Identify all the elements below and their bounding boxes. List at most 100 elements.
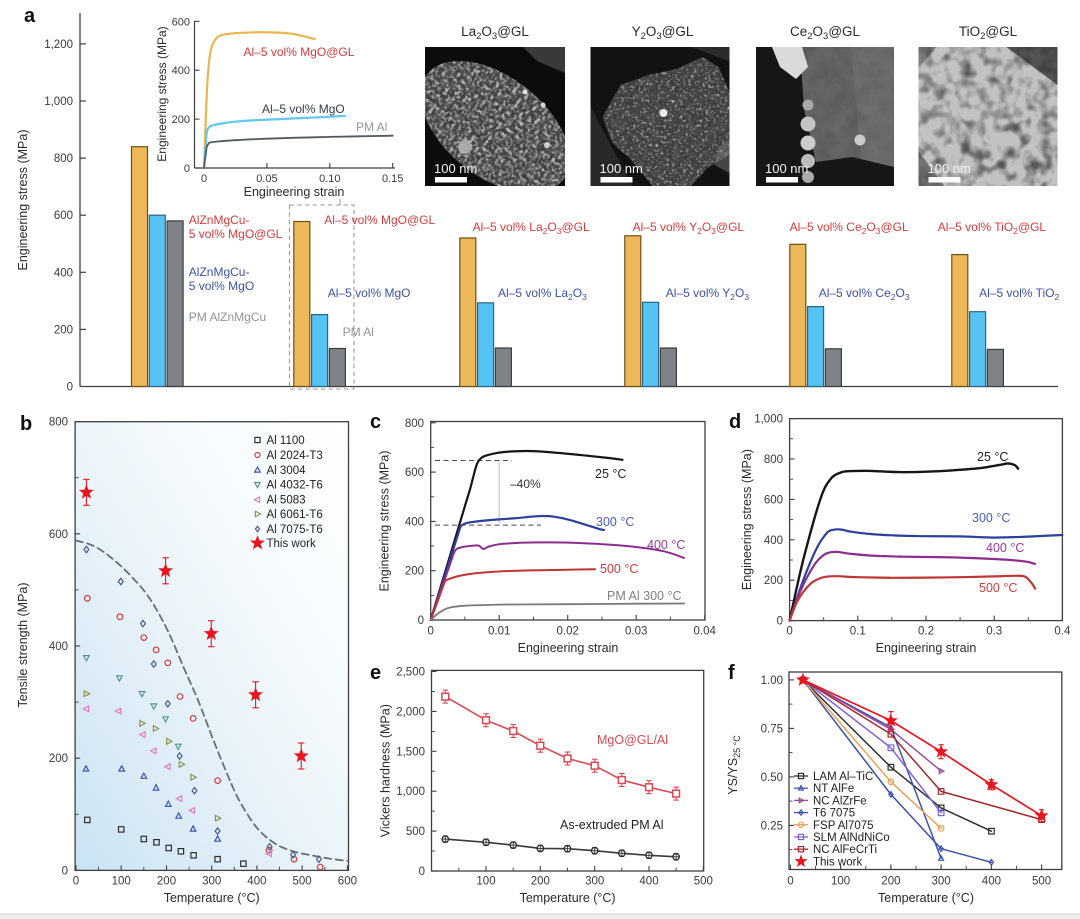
svg-text:0: 0 [427,626,433,638]
svg-text:Vickers hardness (MPa): Vickers hardness (MPa) [379,704,393,837]
svg-text:0: 0 [418,615,424,627]
svg-text:200: 200 [881,876,900,888]
svg-text:100 nm: 100 nm [928,161,971,176]
svg-text:0: 0 [184,163,190,175]
svg-text:a: a [24,5,36,27]
svg-text:0.01: 0.01 [488,626,510,638]
svg-text:Al 4032-T6: Al 4032-T6 [267,480,323,492]
svg-text:100: 100 [476,876,495,888]
svg-text:AlZnMgCu-: AlZnMgCu- [189,213,250,227]
svg-text:200: 200 [49,753,68,765]
svg-text:Temperature (°C): Temperature (°C) [520,891,616,905]
svg-text:800: 800 [49,417,68,429]
svg-text:500 °C: 500 °C [979,581,1017,595]
svg-text:600: 600 [172,16,190,28]
svg-text:500: 500 [1032,876,1051,888]
svg-text:1,000: 1,000 [44,96,73,108]
svg-text:400 °C: 400 °C [986,541,1024,555]
svg-text:Al–5 vol% TiO2@GL: Al–5 vol% TiO2@GL [938,220,1047,236]
svg-text:NC AlZrFe: NC AlZrFe [813,795,867,807]
svg-text:100: 100 [831,876,850,888]
svg-text:0: 0 [777,616,783,628]
svg-text:1,000: 1,000 [396,786,425,798]
svg-text:0.05: 0.05 [256,173,277,185]
svg-text:PM Al: PM Al [343,325,374,339]
svg-text:0: 0 [73,876,79,888]
svg-text:100: 100 [112,876,131,888]
svg-text:0.03: 0.03 [625,626,647,638]
svg-text:c: c [370,411,381,433]
svg-text:FSP Al7075: FSP Al7075 [813,820,874,832]
svg-text:500: 500 [406,826,425,838]
svg-text:T6 7075: T6 7075 [813,808,855,820]
svg-text:Al–5 vol% MgO@GL: Al–5 vol% MgO@GL [324,213,435,227]
svg-text:AlZnMgCu-: AlZnMgCu- [189,265,250,279]
svg-text:Engineering stress (MPa): Engineering stress (MPa) [155,26,169,161]
svg-text:300 °C: 300 °C [596,515,634,529]
svg-text:As-extruded PM Al: As-extruded PM Al [560,818,664,832]
svg-text:PM Al: PM Al [356,120,387,134]
svg-text:400: 400 [639,876,658,888]
svg-text:400: 400 [982,876,1001,888]
svg-text:Al–5 vol% MgO: Al–5 vol% MgO [328,286,411,300]
svg-text:800: 800 [54,153,73,165]
svg-text:25 °C: 25 °C [977,450,1008,464]
svg-text:0.25: 0.25 [761,820,783,832]
svg-text:100 nm: 100 nm [765,161,808,176]
svg-text:0.50: 0.50 [761,772,783,784]
svg-text:Al 5083: Al 5083 [267,495,306,507]
svg-text:PM AlZnMgCu: PM AlZnMgCu [189,310,266,324]
svg-text:Al–5 vol% La2O3: Al–5 vol% La2O3 [498,286,587,302]
svg-text:0.1: 0.1 [850,626,866,638]
svg-text:0: 0 [67,382,73,394]
svg-text:Al–5 vol% La2O3@GL: Al–5 vol% La2O3@GL [473,220,590,236]
svg-text:400: 400 [247,876,266,888]
svg-text:200: 200 [172,114,190,126]
svg-text:300: 300 [932,876,951,888]
svg-text:800: 800 [405,418,424,430]
svg-text:TiO2@GL: TiO2@GL [959,24,1018,42]
svg-text:600: 600 [49,529,68,541]
svg-text:1,500: 1,500 [396,746,425,758]
svg-text:Al 3004: Al 3004 [267,465,307,477]
svg-text:400: 400 [54,267,73,279]
svg-text:2,500: 2,500 [396,667,425,679]
svg-text:200: 200 [405,566,424,578]
svg-text:200: 200 [764,575,783,587]
svg-text:0.2: 0.2 [918,626,934,638]
svg-text:400 °C: 400 °C [647,538,685,552]
svg-text:2,000: 2,000 [396,706,425,718]
svg-text:Temperature (°C): Temperature (°C) [164,891,260,905]
svg-text:f: f [728,662,735,684]
svg-text:PM Al 300 °C: PM Al 300 °C [607,589,681,603]
svg-text:Engineering strain: Engineering strain [244,185,345,199]
svg-text:800: 800 [764,454,783,466]
svg-text:500 °C: 500 °C [600,562,638,576]
svg-text:This work: This work [267,538,316,550]
svg-text:200: 200 [54,324,73,336]
svg-text:Al–5 vol% Y2O3: Al–5 vol% Y2O3 [666,286,750,302]
svg-text:600: 600 [764,494,783,506]
svg-text:300 °C: 300 °C [972,511,1010,525]
svg-text:1,000: 1,000 [754,414,783,426]
svg-text:400: 400 [764,535,783,547]
svg-text:Al–5 vol% MgO@GL: Al–5 vol% MgO@GL [244,45,355,59]
svg-text:600: 600 [54,210,73,222]
svg-text:–40%: –40% [510,477,541,491]
svg-text:0.3: 0.3 [986,626,1002,638]
svg-text:100 nm: 100 nm [434,161,477,176]
svg-text:Y2O3@GL: Y2O3@GL [632,24,694,42]
svg-text:NT AlFe: NT AlFe [813,783,854,795]
svg-text:0: 0 [786,626,792,638]
svg-text:Tensile strength (MPa): Tensile strength (MPa) [16,582,30,707]
svg-text:25 °C: 25 °C [595,467,626,481]
svg-text:Al–5 vol% Ce2O3@GL: Al–5 vol% Ce2O3@GL [790,220,909,236]
svg-text:1.00: 1.00 [761,675,783,687]
svg-text:Al–5 vol% TiO2: Al–5 vol% TiO2 [979,286,1059,302]
svg-text:400: 400 [405,516,424,528]
svg-text:0: 0 [201,173,207,185]
svg-text:0.10: 0.10 [319,173,340,185]
svg-text:600: 600 [338,876,357,888]
svg-text:Al 7075-T6: Al 7075-T6 [267,524,323,536]
svg-text:600: 600 [405,467,424,479]
